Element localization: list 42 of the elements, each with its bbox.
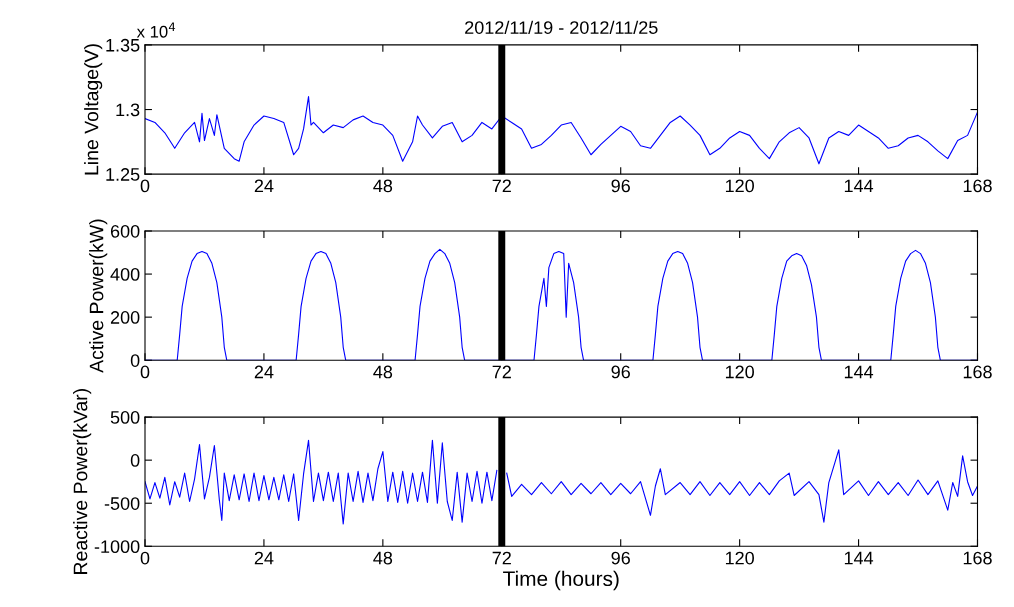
- line-series: [145, 96, 978, 165]
- y-tick-label: 1.3: [116, 103, 140, 117]
- y-tick-label: 200: [110, 311, 140, 324]
- x-tick-label: 0: [140, 179, 150, 193]
- y-axis-title: Line Voltage(V): [84, 44, 103, 175]
- text: x 10$^{4}$: [136, 22, 176, 38]
- y-axis-title: Active Power(kW): [89, 219, 108, 373]
- x-tick-label: 144: [844, 179, 874, 193]
- x-axis-title: Time (hours): [503, 570, 619, 591]
- x-tick-label: 120: [725, 365, 754, 379]
- x-tick-label: 48: [373, 551, 393, 565]
- chart-title: 2012/11/19 - 2012/11/25: [465, 20, 658, 34]
- y-tick-label: 500: [110, 411, 140, 424]
- x-tick-label: 120: [725, 551, 754, 565]
- y-tick-label: 0: [130, 354, 140, 367]
- x-tick-label: 24: [254, 179, 274, 193]
- y-tick-label: 1.25: [106, 168, 140, 181]
- x-tick-label: 72: [492, 365, 511, 379]
- x-tick-label: 168: [963, 179, 992, 193]
- y-tick-label: 400: [110, 268, 140, 281]
- y-tick-label: -500: [104, 497, 140, 510]
- x-tick-label: 144: [844, 551, 874, 565]
- y-tick-label: 1.35: [106, 38, 140, 52]
- x-tick-label: 72: [492, 179, 511, 193]
- x-tick-label: 96: [611, 365, 630, 379]
- x-tick-label: 168: [963, 551, 992, 565]
- x-tick-label: 168: [963, 365, 992, 379]
- x-tick-label: 120: [725, 179, 754, 193]
- x-tick-label: 24: [254, 551, 274, 565]
- x-tick-label: 0: [140, 551, 150, 565]
- y-axis-title: Reactive Power(kVar): [73, 389, 92, 574]
- x-tick-label: 24: [254, 365, 274, 379]
- x-tick-label: 144: [844, 365, 874, 379]
- x-tick-label: 48: [373, 365, 393, 379]
- y-tick-label: 600: [110, 224, 140, 238]
- y-tick-label: 0: [130, 454, 140, 467]
- x-tick-label: 96: [611, 551, 630, 565]
- x-tick-label: 0: [140, 365, 150, 379]
- y-tick-label: -1000: [94, 540, 140, 554]
- x-tick-label: 72: [492, 551, 511, 565]
- x-tick-label: 48: [373, 179, 393, 193]
- x-tick-label: 96: [611, 179, 630, 193]
